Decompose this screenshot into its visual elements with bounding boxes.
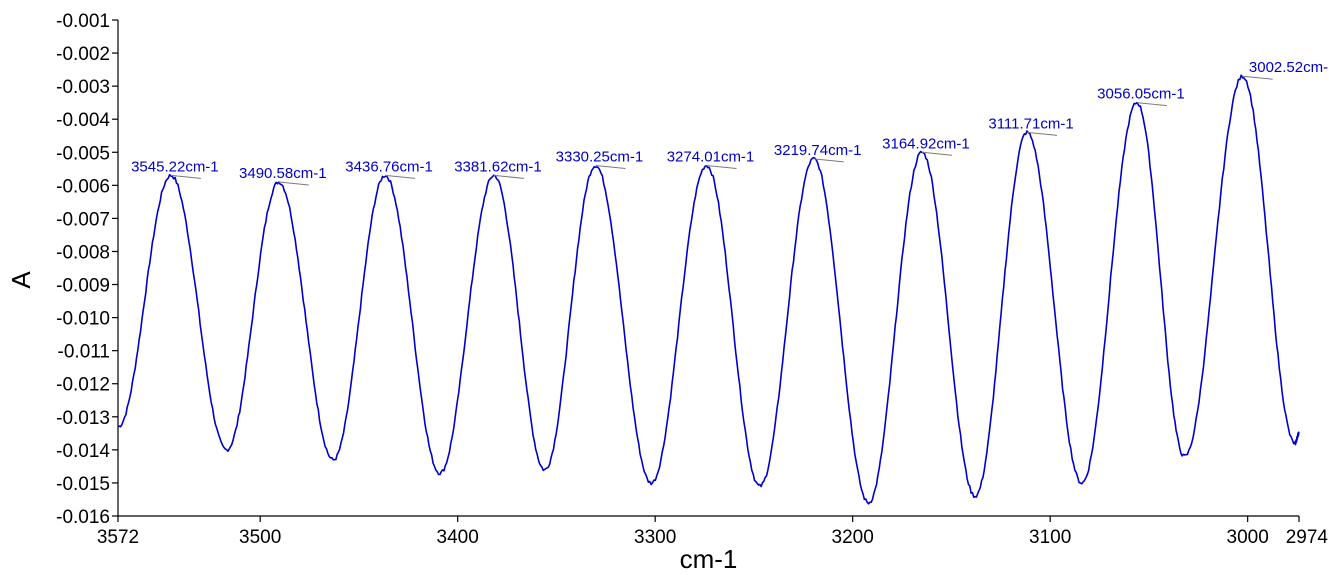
y-tick-label: -0.016 xyxy=(56,507,110,528)
y-tick-label: -0.012 xyxy=(56,375,110,396)
peak-label: 3381.62cm-1 xyxy=(454,158,542,175)
y-tick-label: -0.004 xyxy=(56,110,110,131)
y-tick-label: -0.005 xyxy=(56,143,110,164)
peak-leader-line xyxy=(706,164,737,169)
peak-leader-line xyxy=(385,174,416,179)
y-tick-label: -0.001 xyxy=(56,11,110,32)
y-tick-label: -0.015 xyxy=(56,474,110,495)
peak-label: 3002.52cm-1 xyxy=(1249,59,1329,76)
peak-label: 3330.25cm-1 xyxy=(556,148,644,165)
y-tick-label: -0.011 xyxy=(58,342,110,363)
y-tick-label: -0.009 xyxy=(56,276,110,297)
y-tick-label: -0.013 xyxy=(56,408,110,429)
y-tick-label: -0.008 xyxy=(56,242,110,263)
peak-leader-line xyxy=(1026,131,1058,136)
x-tick-label: 3572 xyxy=(97,527,139,548)
peak-leader-line xyxy=(278,181,309,186)
peak-leader-line xyxy=(813,158,844,163)
peak-label: 3436.76cm-1 xyxy=(345,158,433,175)
x-tick-label: 3200 xyxy=(832,527,874,548)
y-tick-label: -0.007 xyxy=(56,209,110,230)
peak-leader-line xyxy=(921,151,952,156)
x-tick-label: 3100 xyxy=(1029,527,1071,548)
peak-label: 3545.22cm-1 xyxy=(131,158,219,175)
y-tick-label: -0.002 xyxy=(56,44,110,65)
peak-labels: 3545.22cm-1 3490.58cm-1 3436.76cm-1 3381.62… xyxy=(131,59,1329,186)
peak-leader-line xyxy=(595,164,626,169)
spectrum-line xyxy=(117,74,1300,505)
x-axis-title: cm-1 xyxy=(680,544,738,574)
peak-label: 3219.74cm-1 xyxy=(774,142,862,159)
x-tick-label: 2974 xyxy=(1286,527,1329,548)
peak-label: 3111.71cm-1 xyxy=(988,115,1073,132)
peak-label: 3490.58cm-1 xyxy=(239,165,327,182)
axes: -0.001 -0.002 -0.003 -0.004 -0.005 -0.006 -0.0… xyxy=(56,11,1328,548)
x-tick-label: 3400 xyxy=(437,527,479,548)
x-tick-label: 3000 xyxy=(1227,527,1269,548)
x-tick-label: 3300 xyxy=(634,527,676,548)
peak-label: 3164.92cm-1 xyxy=(882,135,970,152)
y-axis-title: A xyxy=(6,271,36,289)
peak-leader-line xyxy=(1242,75,1273,80)
x-tick-label: 3500 xyxy=(239,527,281,548)
peak-leader-line xyxy=(170,174,201,179)
peak-label: 3274.01cm-1 xyxy=(667,148,755,165)
y-tick-label: -0.003 xyxy=(56,77,110,98)
y-tick-label: -0.006 xyxy=(56,176,110,197)
peak-label: 3056.05cm-1 xyxy=(1097,86,1185,103)
peak-leader-line xyxy=(493,174,525,179)
peak-leader-line xyxy=(1136,102,1168,107)
y-tick-label: -0.010 xyxy=(56,309,110,330)
y-tick-label: -0.014 xyxy=(56,441,110,462)
